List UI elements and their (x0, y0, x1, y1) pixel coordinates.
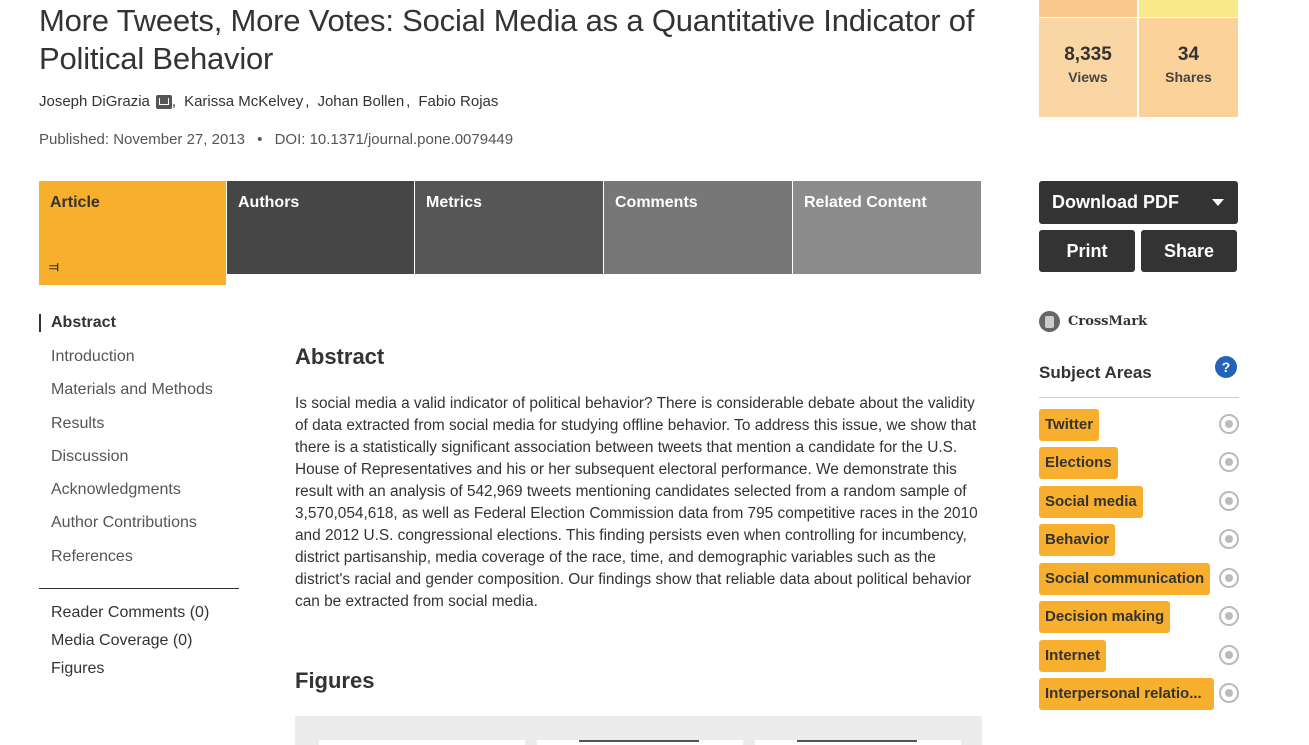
download-pdf-label: Download PDF (1052, 192, 1179, 212)
author-list: Joseph DiGrazia , Karissa McKelvey , Joh… (39, 93, 500, 110)
nav-item-discussion[interactable]: Discussion (51, 448, 129, 465)
nav-item-results[interactable]: Results (51, 415, 105, 432)
nav-item-author-contributions[interactable]: Author Contributions (51, 514, 197, 531)
nav-item-references[interactable]: References (51, 548, 133, 565)
author-separator: , (305, 93, 310, 110)
article-metrics: 8,335 Views 34 Shares (1039, 0, 1238, 117)
tab-label: Authors (238, 194, 300, 211)
author-link[interactable]: Johan Bollen (317, 93, 405, 110)
figure-thumbnail[interactable] (537, 740, 743, 745)
crossmark-icon (1039, 311, 1060, 332)
tab-metrics[interactable]: Metrics (415, 181, 603, 274)
crossmark-link[interactable]: CrossMark (1039, 311, 1147, 332)
tab-authors[interactable]: Authors (227, 181, 414, 274)
metric-strip (1139, 0, 1238, 17)
figure-thumbnail[interactable] (755, 740, 961, 745)
subject-tag[interactable]: Social media (1039, 486, 1143, 518)
author-link[interactable]: Karissa McKelvey (184, 93, 304, 110)
tab-related-content[interactable]: Related Content (793, 181, 981, 274)
nav-item-introduction[interactable]: Introduction (51, 348, 135, 365)
views-metric[interactable]: 8,335 Views (1039, 18, 1137, 117)
subject-tag[interactable]: Behavior (1039, 524, 1116, 556)
email-icon[interactable] (155, 94, 172, 109)
subject-tag[interactable]: Interpersonal relatio... (1039, 678, 1214, 710)
nav-item-acknowledgments[interactable]: Acknowledgments (51, 481, 181, 498)
subject-tag[interactable]: Elections (1039, 447, 1118, 479)
author-link[interactable]: Joseph DiGrazia (39, 93, 150, 110)
abstract-text: Is social media a valid indicator of pol… (295, 395, 978, 610)
tab-label: Article (50, 194, 100, 211)
figure-thumbnail[interactable] (319, 740, 525, 745)
crossmark-label: CrossMark (1068, 314, 1148, 329)
tab-comments[interactable]: Comments (604, 181, 792, 274)
print-button[interactable]: Print (1039, 230, 1135, 272)
radio-toggle-icon[interactable] (1219, 491, 1239, 511)
download-pdf-button[interactable]: Download PDF (1039, 181, 1238, 224)
divider (39, 588, 239, 589)
author-link[interactable]: Fabio Rojas (418, 93, 499, 110)
subject-tag[interactable]: Twitter (1039, 409, 1100, 441)
publication-info: Published: November 27, 2013 • DOI: 10.1… (39, 131, 513, 148)
subject-tag[interactable]: Internet (1039, 640, 1107, 672)
subject-tag[interactable]: Social communication (1039, 563, 1211, 595)
figures-heading: Figures (295, 668, 375, 693)
radio-toggle-icon[interactable] (1219, 529, 1239, 549)
radio-toggle-icon[interactable] (1219, 683, 1239, 703)
tab-article[interactable]: Article ⫤ (39, 181, 226, 285)
article-title: More Tweets, More Votes: Social Media as… (39, 3, 975, 76)
radio-toggle-icon[interactable] (1219, 452, 1239, 472)
author-separator: , (171, 93, 177, 110)
tab-label: Related Content (804, 194, 927, 211)
share-button[interactable]: Share (1141, 230, 1237, 272)
radio-toggle-icon[interactable] (1219, 606, 1239, 626)
nav-item-abstract[interactable]: Abstract (39, 314, 116, 332)
doi-link[interactable]: DOI: 10.1371/journal.pone.0079449 (274, 131, 514, 148)
views-count: 8,335 (1064, 44, 1112, 65)
separator-dot: • (257, 131, 263, 148)
views-label: Views (1068, 69, 1108, 85)
radio-toggle-icon[interactable] (1219, 568, 1239, 588)
tab-label: Comments (615, 194, 698, 211)
article-tabs: Article ⫤ Authors Metrics Comments Relat… (39, 181, 981, 285)
shares-count: 34 (1177, 44, 1200, 65)
radio-toggle-icon[interactable] (1219, 414, 1239, 434)
author-separator: , (406, 93, 411, 110)
nav-item-reader-comments[interactable]: Reader Comments (0) (51, 604, 210, 621)
shares-metric[interactable]: 34 Shares (1139, 18, 1238, 117)
help-icon[interactable]: ? (1215, 356, 1237, 378)
nav-item-materials-and-methods[interactable]: Materials and Methods (51, 381, 213, 398)
figure-carousel (295, 716, 982, 745)
nav-item-figures[interactable]: Figures (51, 660, 105, 677)
caret-down-icon[interactable] (1212, 199, 1224, 206)
abstract-heading: Abstract (295, 344, 385, 369)
divider (1039, 397, 1239, 398)
tab-label: Metrics (426, 194, 483, 211)
shares-label: Shares (1165, 69, 1212, 85)
radio-toggle-icon[interactable] (1219, 645, 1239, 665)
metric-strip (1039, 0, 1137, 17)
subject-areas-title: Subject Areas (1039, 363, 1152, 382)
subject-tag[interactable]: Decision making (1039, 601, 1171, 633)
published-date: Published: November 27, 2013 (39, 131, 245, 148)
nav-item-media-coverage[interactable]: Media Coverage (0) (51, 632, 193, 649)
chevron-double-down-icon: ⫤ (49, 259, 59, 274)
